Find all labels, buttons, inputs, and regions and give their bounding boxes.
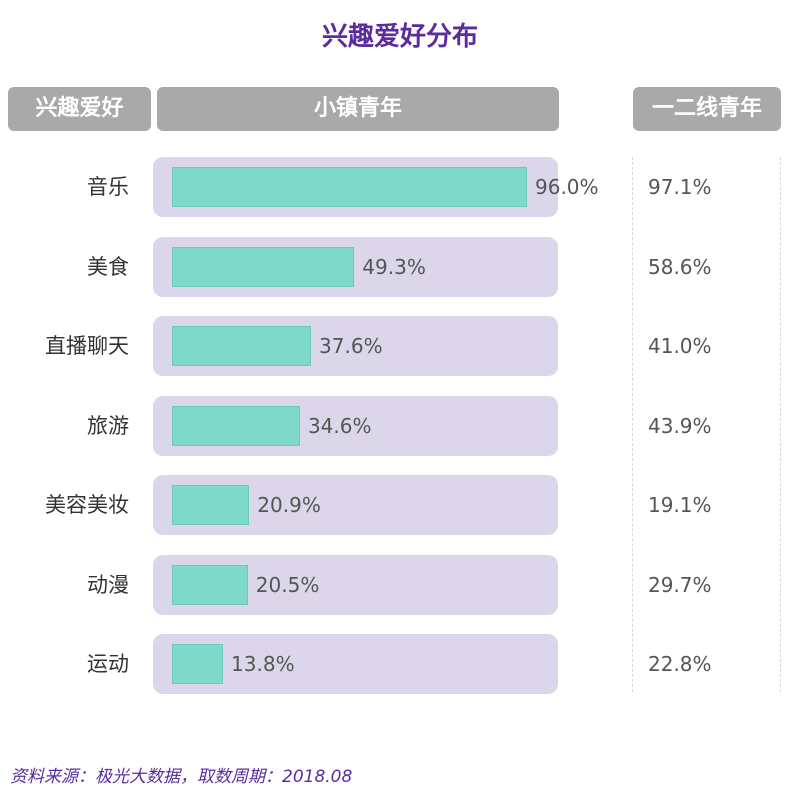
chart-row: 美食 49.3% 58.6% xyxy=(0,237,800,297)
category-label: 美容美妆 xyxy=(45,493,129,517)
bar-small-town xyxy=(172,485,250,525)
header-hobby: 兴趣爱好 xyxy=(8,87,151,131)
bar-small-town xyxy=(172,247,355,287)
tier12-value-label: 22.8% xyxy=(648,652,712,676)
column-divider-left xyxy=(632,157,633,692)
tier12-value-label: 29.7% xyxy=(648,573,712,597)
bar-small-town xyxy=(172,565,248,605)
chart-row: 美容美妆 20.9% 19.1% xyxy=(0,475,800,535)
header-small-town: 小镇青年 xyxy=(157,87,559,131)
chart-row: 音乐 96.0% 97.1% xyxy=(0,157,800,217)
bar-value-label: 96.0% xyxy=(535,175,599,199)
chart-row: 动漫 20.5% 29.7% xyxy=(0,555,800,615)
bar-value-label: 20.5% xyxy=(255,573,320,597)
chart-row: 运动 13.8% 22.8% xyxy=(0,634,800,694)
category-label: 音乐 xyxy=(87,175,129,199)
bar-value-label: 13.8% xyxy=(231,652,295,676)
category-label: 旅游 xyxy=(87,414,129,438)
bar-value-label: 49.3% xyxy=(362,255,426,279)
category-label: 运动 xyxy=(87,652,129,676)
bar-small-town xyxy=(172,406,300,446)
column-divider-right xyxy=(780,157,781,692)
bar-value-label: 20.9% xyxy=(257,493,321,517)
bar-value-label: 34.6% xyxy=(307,414,372,438)
header-tier12: 一二线青年 xyxy=(633,87,781,131)
tier12-value-label: 97.1% xyxy=(648,175,712,199)
tier12-value-label: 43.9% xyxy=(648,414,712,438)
source-note: 资料来源：极光大数据，取数周期：2018.08 xyxy=(10,767,353,787)
tier12-value-label: 41.0% xyxy=(648,334,712,358)
chart-title: 兴趣爱好分布 xyxy=(321,22,478,52)
category-label: 动漫 xyxy=(87,573,129,597)
chart-row: 直播聊天 37.6% 41.0% xyxy=(0,316,800,376)
tier12-value-label: 19.1% xyxy=(648,493,712,517)
chart-row: 旅游 34.6% 43.9% xyxy=(0,396,800,456)
bar-small-town xyxy=(172,167,527,207)
tier12-value-label: 58.6% xyxy=(648,255,712,279)
bar-small-town xyxy=(172,326,312,366)
category-label: 直播聊天 xyxy=(45,334,129,358)
category-label: 美食 xyxy=(87,255,129,279)
bar-value-label: 37.6% xyxy=(319,334,383,358)
bar-small-town xyxy=(172,644,224,684)
